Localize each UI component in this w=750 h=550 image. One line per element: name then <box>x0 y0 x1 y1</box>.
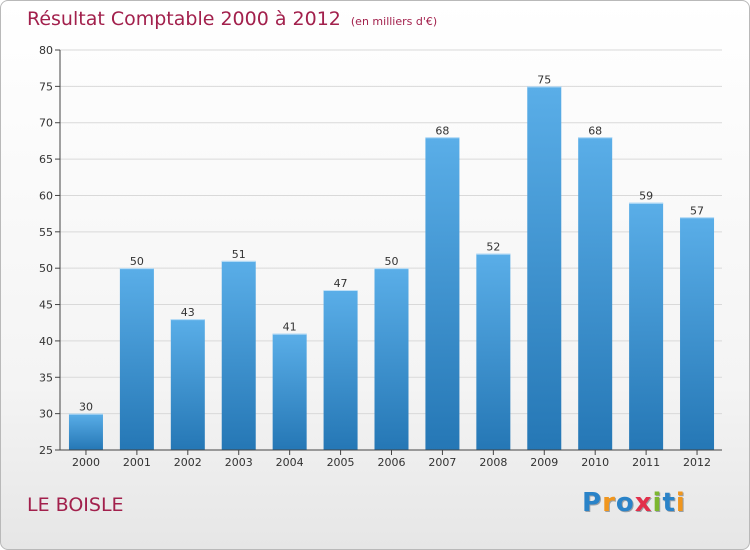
data-label: 57 <box>690 204 704 217</box>
axis-layer: 25 30 35 40 45 50 55 60 65 70 75 80 2000 2001 2002 2003… <box>39 44 722 469</box>
x-tick-label: 2012 <box>683 456 711 469</box>
y-tick-label: 45 <box>39 299 53 312</box>
bar-2007 <box>425 137 460 451</box>
bars-layer: 30 50 43 51 41 47 50 68 52 75 68 59 57 <box>68 73 715 451</box>
x-tick-label: 2009 <box>530 456 558 469</box>
bar-2000 <box>68 413 103 450</box>
logo-letter: x <box>634 488 653 518</box>
y-tick-label: 80 <box>39 44 53 57</box>
data-label: 43 <box>181 306 195 319</box>
y-tick-label: 70 <box>39 117 53 130</box>
data-label: 51 <box>232 248 246 261</box>
y-tick-label: 75 <box>39 80 53 93</box>
bar-2002 <box>170 319 205 450</box>
y-tick-label: 25 <box>39 444 53 457</box>
x-tick-label: 2001 <box>123 456 151 469</box>
logo-letter: t <box>662 488 676 518</box>
data-label: 68 <box>588 124 602 137</box>
data-label: 47 <box>334 277 348 290</box>
bar-2011 <box>629 202 664 450</box>
data-label: 41 <box>283 321 297 334</box>
bar-2009 <box>527 86 562 450</box>
data-label: 50 <box>385 255 399 268</box>
data-label: 50 <box>130 255 144 268</box>
chart-title-text: Résultat Comptable 2000 à 2012 <box>27 8 341 30</box>
y-tick-label: 50 <box>39 262 53 275</box>
bar-2006 <box>374 268 409 450</box>
bar-2008 <box>476 253 511 450</box>
bar-2004 <box>272 333 307 450</box>
bar-2001 <box>119 268 154 450</box>
chart-subtitle: (en milliers d'€) <box>350 15 438 28</box>
logo-letter: P <box>582 488 603 518</box>
y-tick-label: 40 <box>39 335 53 348</box>
data-label: 52 <box>486 241 500 254</box>
x-tick-label: 2003 <box>225 456 253 469</box>
x-tick-label: 2011 <box>632 456 660 469</box>
x-tick-label: 2004 <box>276 456 304 469</box>
bar-2012 <box>680 217 715 450</box>
data-label: 75 <box>537 73 551 86</box>
logo-letter: i <box>675 488 686 518</box>
data-label: 59 <box>639 190 653 203</box>
y-tick-label: 60 <box>39 189 53 202</box>
bar-2003 <box>221 260 256 450</box>
y-tick-label: 35 <box>39 371 53 384</box>
x-tick-label: 2000 <box>72 456 100 469</box>
y-tick-label: 65 <box>39 153 53 166</box>
x-tick-label: 2002 <box>174 456 202 469</box>
bar-2010 <box>578 137 613 451</box>
x-tick-label: 2006 <box>378 456 406 469</box>
x-tick-label: 2010 <box>581 456 609 469</box>
data-label: 68 <box>435 124 449 137</box>
logo-letter: o <box>615 488 635 518</box>
x-tick-label: 2007 <box>428 456 456 469</box>
proxiti-logo: Proxiti <box>582 488 686 518</box>
chart-title: Résultat Comptable 2000 à 2012 (en millie… <box>27 8 437 30</box>
logo-letter: r <box>602 488 616 518</box>
logo-letter: i <box>652 488 663 518</box>
y-tick-label: 30 <box>39 408 53 421</box>
data-label: 30 <box>79 401 93 414</box>
y-tick-label: 55 <box>39 226 53 239</box>
place-name: LE BOISLE <box>27 494 124 516</box>
bar-2005 <box>323 290 358 450</box>
x-tick-label: 2005 <box>327 456 355 469</box>
x-tick-label: 2008 <box>479 456 507 469</box>
